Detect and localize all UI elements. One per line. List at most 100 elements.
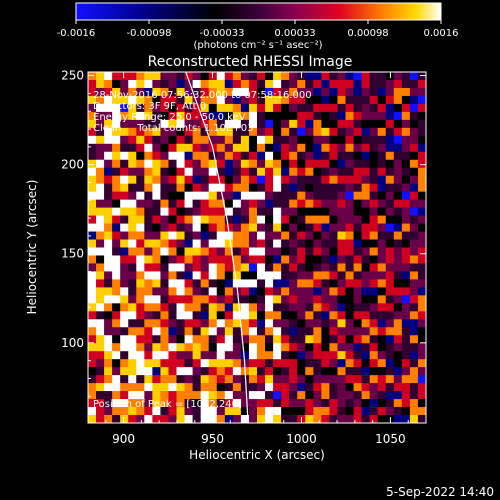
heatmap-cell	[200, 175, 210, 184]
heatmap-cell	[313, 279, 322, 288]
heatmap-cell	[313, 407, 322, 416]
heatmap-cell	[224, 375, 234, 384]
heatmap-cell	[393, 399, 403, 408]
heatmap-cell	[160, 255, 169, 264]
heatmap-cell	[224, 271, 234, 280]
heatmap-cell	[96, 95, 105, 105]
heatmap-cell	[273, 239, 282, 248]
heatmap-cell	[176, 279, 185, 288]
heatmap-cell	[248, 303, 258, 312]
heatmap-cell	[88, 399, 97, 408]
heatmap-cell	[96, 359, 105, 368]
heatmap-cell	[192, 231, 201, 240]
heatmap-cell	[176, 231, 185, 240]
heatmap-cell	[120, 207, 129, 216]
heatmap-cell	[136, 255, 145, 264]
heatmap-cell	[321, 407, 330, 416]
heatmap-cell	[377, 319, 387, 328]
heatmap-cell	[160, 119, 169, 129]
heatmap-cell	[377, 407, 387, 416]
heatmap-cell	[313, 87, 322, 97]
heatmap-cell	[353, 359, 362, 368]
heatmap-cell	[265, 159, 274, 169]
heatmap-cell	[361, 399, 370, 408]
heatmap-cell	[297, 207, 306, 216]
heatmap-cell	[265, 87, 274, 97]
heatmap-cell	[248, 175, 258, 184]
heatmap-cell	[240, 311, 250, 320]
heatmap-cell	[136, 79, 145, 89]
heatmap-cell	[361, 103, 370, 113]
heatmap-cell	[160, 111, 169, 121]
heatmap-cell	[120, 191, 129, 200]
heatmap-cell	[393, 255, 403, 264]
heatmap-cell	[361, 407, 370, 416]
heatmap-cell	[216, 231, 226, 240]
heatmap-cell	[289, 399, 298, 408]
heatmap-cell	[273, 127, 282, 137]
heatmap-cell	[321, 255, 330, 264]
heatmap-cell	[321, 135, 330, 145]
heatmap-cell	[104, 223, 113, 232]
heatmap-cell	[313, 191, 322, 200]
heatmap-cell	[232, 303, 242, 312]
heatmap-cell	[289, 151, 298, 161]
heatmap-cell	[361, 271, 370, 280]
heatmap-cell	[192, 415, 201, 423]
heatmap-cell	[257, 271, 266, 280]
heatmap-cell	[361, 127, 370, 137]
heatmap-cell	[305, 191, 314, 200]
heatmap-cell	[128, 327, 137, 336]
heatmap-cell	[385, 279, 395, 288]
heatmap-cell	[152, 391, 161, 400]
heatmap-cell	[104, 72, 113, 81]
heatmap-cell	[224, 327, 234, 336]
heatmap-cell	[417, 351, 426, 360]
heatmap-cell	[208, 327, 218, 336]
heatmap-cell	[273, 151, 282, 161]
heatmap-cell	[377, 263, 387, 272]
heatmap-cell	[321, 167, 330, 177]
heatmap-cell	[321, 279, 330, 288]
heatmap-cell	[208, 311, 218, 320]
heatmap-cell	[417, 175, 426, 184]
heatmap-cell	[104, 367, 113, 376]
heatmap-cell	[128, 383, 137, 392]
heatmap-cell	[128, 311, 137, 320]
heatmap-cell	[128, 391, 137, 400]
heatmap-cell	[128, 319, 137, 328]
heatmap-cell	[184, 223, 193, 232]
heatmap-cell	[168, 383, 177, 392]
heatmap-cell	[216, 263, 226, 272]
heatmap-cell	[377, 399, 387, 408]
heatmap-cell	[104, 335, 113, 344]
heatmap-cell	[305, 367, 314, 376]
heatmap-cell	[192, 135, 201, 145]
heatmap-cell	[337, 367, 346, 376]
heatmap-cell	[160, 199, 169, 208]
heatmap-cell	[152, 335, 161, 344]
heatmap-cell	[96, 79, 105, 89]
heatmap-cell	[369, 111, 379, 121]
heatmap-cell	[377, 295, 387, 304]
heatmap-cell	[337, 127, 346, 137]
heatmap-cell	[200, 319, 210, 328]
heatmap-cell	[240, 255, 250, 264]
heatmap-cell	[200, 287, 210, 296]
heatmap-cell	[168, 95, 177, 105]
heatmap-cell	[297, 167, 306, 177]
heatmap-cell	[369, 383, 379, 392]
heatmap-cell	[297, 103, 306, 113]
heatmap-cell	[289, 351, 298, 360]
heatmap-cell	[192, 391, 201, 400]
heatmap-cell	[120, 287, 129, 296]
heatmap-cell	[144, 191, 153, 200]
heatmap-cell	[232, 255, 242, 264]
heatmap-cell	[120, 271, 129, 280]
heatmap-cell	[289, 287, 298, 296]
heatmap-cell	[192, 95, 201, 105]
heatmap-cell	[337, 327, 346, 336]
heatmap-cell	[152, 175, 161, 184]
heatmap-cell	[168, 215, 177, 224]
